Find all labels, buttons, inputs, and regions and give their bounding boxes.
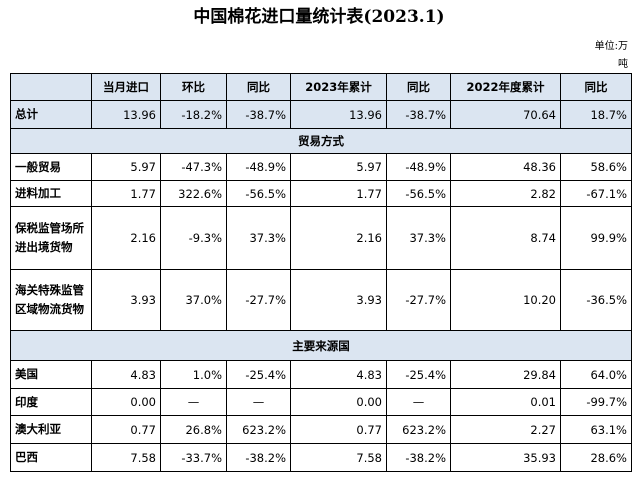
cell: 4.83 xyxy=(290,360,387,389)
cell: -25.4% xyxy=(226,360,291,389)
cell: 0.77 xyxy=(91,415,161,444)
cell: 1.77 xyxy=(91,180,161,207)
row-label: 美国 xyxy=(10,360,92,389)
cell: 37.0% xyxy=(160,269,227,331)
cell: 2.16 xyxy=(290,206,387,270)
cell: 37.3% xyxy=(226,206,291,270)
cell: 13.96 xyxy=(91,100,161,129)
cell: 26.8% xyxy=(160,415,227,444)
table-row: 澳大利亚 0.77 26.8% 623.2% 0.77 623.2% 2.27 63.1% xyxy=(10,415,632,444)
cell: 2.27 xyxy=(450,415,561,444)
cell: -38.7% xyxy=(386,100,451,129)
cell: 58.6% xyxy=(560,153,632,181)
cell: -33.7% xyxy=(160,443,227,472)
cell: 18.7% xyxy=(560,100,632,129)
column-header: 当月进口 xyxy=(91,73,161,101)
cell: 623.2% xyxy=(226,415,291,444)
cell: 1.77 xyxy=(290,180,387,207)
table-row: 巴西 7.58 -33.7% -38.2% 7.58 -38.2% 35.93 28.6% xyxy=(10,443,632,472)
cell: 0.01 xyxy=(450,388,561,416)
column-header: 同比 xyxy=(560,73,632,101)
table-row: 贸易方式 xyxy=(10,128,632,154)
cell: 4.83 xyxy=(91,360,161,389)
cell: 28.6% xyxy=(560,443,632,472)
column-header: 同比 xyxy=(386,73,451,101)
cell: 35.93 xyxy=(450,443,561,472)
cell: -38.2% xyxy=(386,443,451,472)
column-header: 2022年度累计 xyxy=(450,73,561,101)
row-label: 巴西 xyxy=(10,443,92,472)
cell: 37.3% xyxy=(386,206,451,270)
cell: -99.7% xyxy=(560,388,632,416)
table-row: 一般贸易 5.97 -47.3% -48.9% 5.97 -48.9% 48.36 58.6% xyxy=(10,153,632,181)
cell: -48.9% xyxy=(226,153,291,181)
row-label: 印度 xyxy=(10,388,92,416)
table-row: 美国 4.83 1.0% -25.4% 4.83 -25.4% 29.84 64.0% xyxy=(10,360,632,389)
cell: 3.93 xyxy=(290,269,387,331)
table: 当月进口 环比 同比 2023年累计 同比 2022年度累计 同比 总计 13.96 -18.2%… xyxy=(10,73,632,472)
row-label: 进料加工 xyxy=(10,180,92,207)
cell: 8.74 xyxy=(450,206,561,270)
cell: 3.93 xyxy=(91,269,161,331)
cell: 29.84 xyxy=(450,360,561,389)
column-header: 2023年累计 xyxy=(290,73,387,101)
cell: -18.2% xyxy=(160,100,227,129)
section-header: 主要来源国 xyxy=(10,330,632,361)
cell: 7.58 xyxy=(91,443,161,472)
row-label: 保税监管场所进出境货物 xyxy=(10,206,92,270)
cell: 70.64 xyxy=(450,100,561,129)
cell: 623.2% xyxy=(386,415,451,444)
cell: -36.5% xyxy=(560,269,632,331)
cell: -56.5% xyxy=(386,180,451,207)
cell: -38.7% xyxy=(226,100,291,129)
cell: -38.2% xyxy=(226,443,291,472)
unit: 单位:万吨 xyxy=(594,41,628,70)
cell: -27.7% xyxy=(386,269,451,331)
table-row: 进料加工 1.77 322.6% -56.5% 1.77 -56.5% 2.82 -67.1% xyxy=(10,180,632,207)
cell: 10.20 xyxy=(450,269,561,331)
cell: 0.00 xyxy=(91,388,161,416)
table-row: 主要来源国 xyxy=(10,330,632,361)
column-header: 环比 xyxy=(160,73,227,101)
section-header: 贸易方式 xyxy=(10,128,632,154)
cell: -56.5% xyxy=(226,180,291,207)
cell: 48.36 xyxy=(450,153,561,181)
cell: — xyxy=(386,388,451,416)
cell: 13.96 xyxy=(290,100,387,129)
cell: -47.3% xyxy=(160,153,227,181)
row-label: 一般贸易 xyxy=(10,153,92,181)
cell: 5.97 xyxy=(91,153,161,181)
cell: 2.16 xyxy=(91,206,161,270)
row-label: 总计 xyxy=(10,100,92,129)
cell: -27.7% xyxy=(226,269,291,331)
row-label: 澳大利亚 xyxy=(10,415,92,444)
row-label: 海关特殊监管区域物流货物 xyxy=(10,269,92,331)
table-row: 印度 0.00— —0.00—0.01 -99.7% xyxy=(10,388,632,416)
table-row: 总计 13.96 -18.2% -38.7% 13.96 -38.7% 70.64 18.7% xyxy=(10,100,632,129)
cell: 7.58 xyxy=(290,443,387,472)
cell: -67.1% xyxy=(560,180,632,207)
cell: 63.1% xyxy=(560,415,632,444)
title: 中国棉花进口量统计表(2023.1) xyxy=(193,7,445,27)
cell: — xyxy=(160,388,227,416)
cell: 99.9% xyxy=(560,206,632,270)
table-row: 保税监管场所进出境货物 2.16 -9.3% 37.3% 2.16 37.3% 8.74 99… xyxy=(10,206,632,270)
cell: 64.0% xyxy=(560,360,632,389)
table-row: 海关特殊监管区域物流货物 3.93 37.0% -27.7% 3.93 -27.7% 10.… xyxy=(10,269,632,331)
column-header xyxy=(10,73,92,101)
cell: -9.3% xyxy=(160,206,227,270)
cell: 5.97 xyxy=(290,153,387,181)
header-row: 当月进口 环比 同比 2023年累计 同比 2022年度累计 同比 xyxy=(10,73,632,101)
cell: -48.9% xyxy=(386,153,451,181)
cell: -25.4% xyxy=(386,360,451,389)
column-header: 同比 xyxy=(226,73,291,101)
cell: 0.00 xyxy=(290,388,387,416)
cell: 2.82 xyxy=(450,180,561,207)
cell: 0.77 xyxy=(290,415,387,444)
cell: — xyxy=(226,388,291,416)
cell: 322.6% xyxy=(160,180,227,207)
cell: 1.0% xyxy=(160,360,227,389)
